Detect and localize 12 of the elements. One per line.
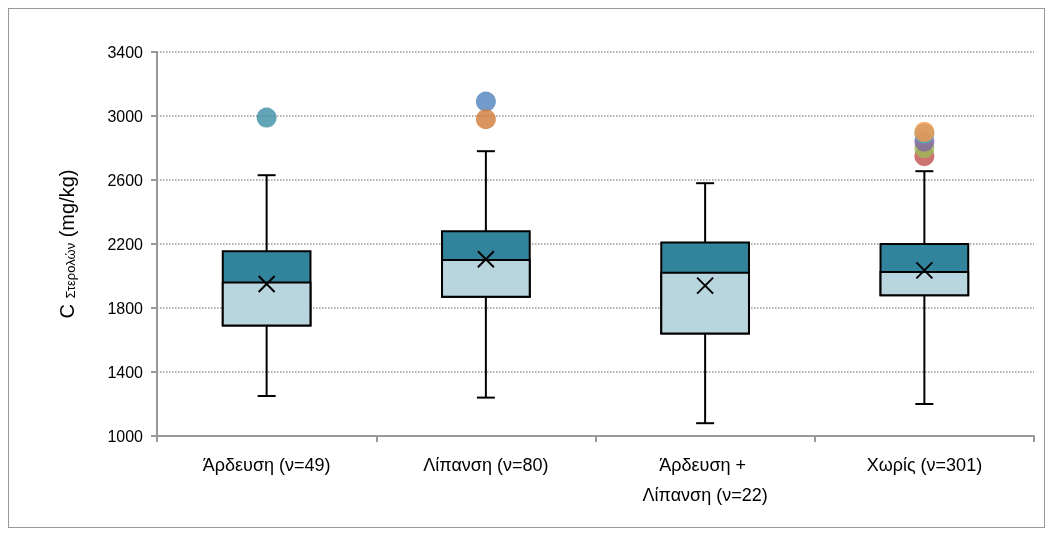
y-tick-label: 2600 bbox=[107, 171, 144, 189]
x-tick-label: Άρδευση + Λίπανση (ν=22) bbox=[642, 455, 768, 505]
y-tick-label: 2200 bbox=[107, 235, 144, 253]
x-tick-label: Άρδευση (ν=49) bbox=[202, 455, 331, 475]
y-axis-title: C Στερολών (mg/kg) bbox=[55, 169, 78, 319]
y-tick-label: 3400 bbox=[107, 43, 144, 61]
y-tick-label: 1000 bbox=[107, 427, 144, 445]
y-tick-label: 1400 bbox=[107, 363, 144, 381]
x-tick-label: Χωρίς (ν=301) bbox=[866, 455, 983, 475]
y-tick-label: 1800 bbox=[107, 299, 144, 317]
y-tick-label: 3000 bbox=[107, 107, 144, 125]
x-tick-label: Λίπανση (ν=80) bbox=[423, 455, 549, 475]
